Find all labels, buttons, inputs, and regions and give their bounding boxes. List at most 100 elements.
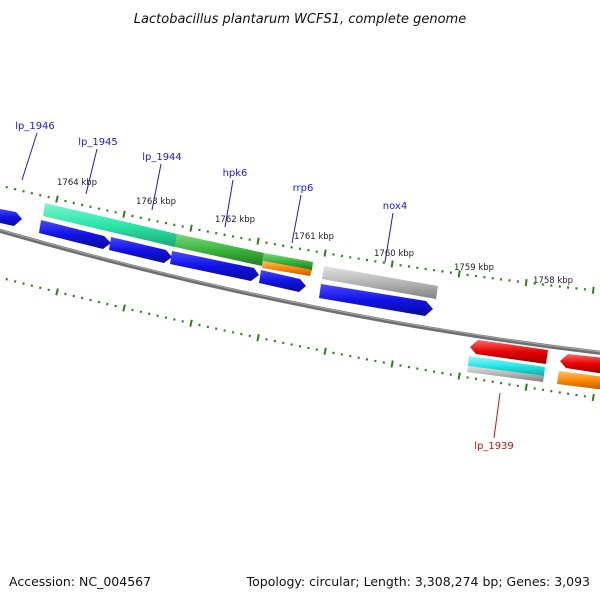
- minor-tick: [97, 300, 101, 304]
- feature-arrow[interactable]: [39, 220, 111, 249]
- minor-tick: [273, 339, 277, 343]
- genome-summary-text: Topology: circular; Length: 3,308,274 bp…: [246, 574, 590, 589]
- feature-bar[interactable]: [322, 266, 438, 299]
- minor-tick: [47, 288, 50, 292]
- feature-arrow[interactable]: [259, 270, 306, 292]
- forward-strand-outer: [0, 203, 438, 299]
- minor-tick: [131, 214, 134, 218]
- minor-tick: [89, 298, 92, 302]
- feature-arrow[interactable]: [470, 340, 548, 364]
- minor-tick: [206, 325, 210, 329]
- minor-tick: [80, 203, 84, 207]
- minor-tick: [64, 292, 67, 296]
- major-tick: [591, 393, 595, 402]
- gene-labels: lp_1946 lp_1945 lp_1944 hpk6 rrp6 nox4 l…: [15, 121, 514, 452]
- minor-tick: [131, 308, 134, 312]
- gene-label[interactable]: rrp6: [293, 183, 314, 194]
- gene-label[interactable]: lp_1944: [142, 152, 182, 163]
- tick-ring-lower: [5, 277, 595, 402]
- minor-tick: [72, 201, 75, 205]
- minor-tick: [240, 332, 243, 336]
- major-tick: [256, 334, 260, 342]
- major-tick: [457, 270, 461, 278]
- feature-bar[interactable]: [175, 234, 264, 266]
- minor-tick: [39, 286, 42, 290]
- minor-tick: [97, 207, 101, 210]
- major-tick: [122, 304, 126, 312]
- gene-label[interactable]: lp_1946: [15, 121, 55, 132]
- genome-backbone-highlight: [0, 229, 600, 353]
- minor-tick: [72, 294, 75, 298]
- tick-label: 1759 kbp: [454, 263, 494, 273]
- minor-tick: [89, 205, 92, 209]
- minor-tick: [164, 316, 168, 319]
- gene-label-leaders: [21, 132, 501, 439]
- minor-tick: [114, 211, 117, 214]
- major-tick: [524, 383, 528, 391]
- feature-arrow[interactable]: [109, 237, 172, 263]
- major-tick: [390, 360, 394, 368]
- forward-strand-inner: [39, 220, 433, 316]
- minor-tick: [5, 185, 8, 189]
- minor-tick: [198, 228, 201, 232]
- feature-bar[interactable]: [557, 371, 600, 390]
- major-tick: [390, 260, 394, 268]
- feature-bar[interactable]: [467, 366, 544, 382]
- minor-tick: [164, 221, 168, 225]
- tick-label: 1764 kbp: [57, 178, 97, 188]
- major-tick: [189, 319, 193, 327]
- tick-label: 1762 kbp: [215, 215, 255, 225]
- tick-ring-upper: [5, 185, 595, 294]
- minor-tick: [39, 193, 42, 197]
- major-tick: [323, 249, 327, 257]
- minor-tick: [47, 195, 50, 199]
- feature-arrow[interactable]: [319, 284, 433, 316]
- minor-tick: [198, 323, 201, 327]
- genome-backbone: [0, 228, 600, 355]
- major-tick: [457, 372, 461, 380]
- tick-label: 1763 kbp: [136, 197, 176, 207]
- minor-tick: [240, 236, 243, 240]
- gene-label[interactable]: lp_1945: [78, 137, 118, 148]
- minor-tick: [22, 189, 25, 193]
- gene-label[interactable]: hpk6: [223, 168, 248, 179]
- minor-tick: [282, 341, 285, 345]
- major-tick: [122, 210, 126, 218]
- gene-label[interactable]: nox4: [383, 201, 407, 212]
- minor-tick: [147, 312, 151, 316]
- feature-bar[interactable]: [262, 261, 312, 276]
- feature-bar[interactable]: [0, 208, 22, 226]
- major-tick: [55, 288, 59, 296]
- feature-arrow[interactable]: [560, 354, 600, 374]
- major-tick: [591, 286, 595, 294]
- minor-tick: [315, 348, 318, 351]
- minor-tick: [30, 284, 34, 287]
- minor-tick: [206, 230, 210, 233]
- tick-label: 1760 kbp: [374, 249, 414, 259]
- page-title: Lactobacillus plantarum WCFS1, complete …: [134, 12, 466, 27]
- minor-tick: [173, 318, 176, 321]
- minor-tick: [114, 304, 117, 308]
- scale-tick-labels: 1764 kbp 1763 kbp 1762 kbp 1761 kbp 1760…: [57, 178, 573, 286]
- minor-tick: [5, 277, 8, 281]
- feature-arrow[interactable]: [170, 251, 259, 281]
- feature-bar[interactable]: [468, 356, 545, 376]
- minor-tick: [13, 187, 17, 191]
- minor-tick: [156, 314, 159, 318]
- feature-bar[interactable]: [263, 253, 313, 270]
- minor-tick: [357, 356, 360, 360]
- minor-tick: [248, 334, 251, 338]
- feature-bar[interactable]: [43, 203, 177, 247]
- major-tick: [55, 195, 59, 203]
- minor-tick: [231, 331, 235, 334]
- major-tick: [524, 278, 528, 287]
- minor-tick: [13, 280, 17, 283]
- minor-tick: [156, 220, 159, 223]
- tick-label: 1758 kbp: [533, 276, 573, 286]
- minor-tick: [64, 199, 67, 203]
- gene-label[interactable]: lp_1939: [474, 441, 514, 452]
- minor-tick: [22, 282, 25, 285]
- reverse-strand: [467, 340, 600, 390]
- tick-label: 1761 kbp: [294, 232, 334, 242]
